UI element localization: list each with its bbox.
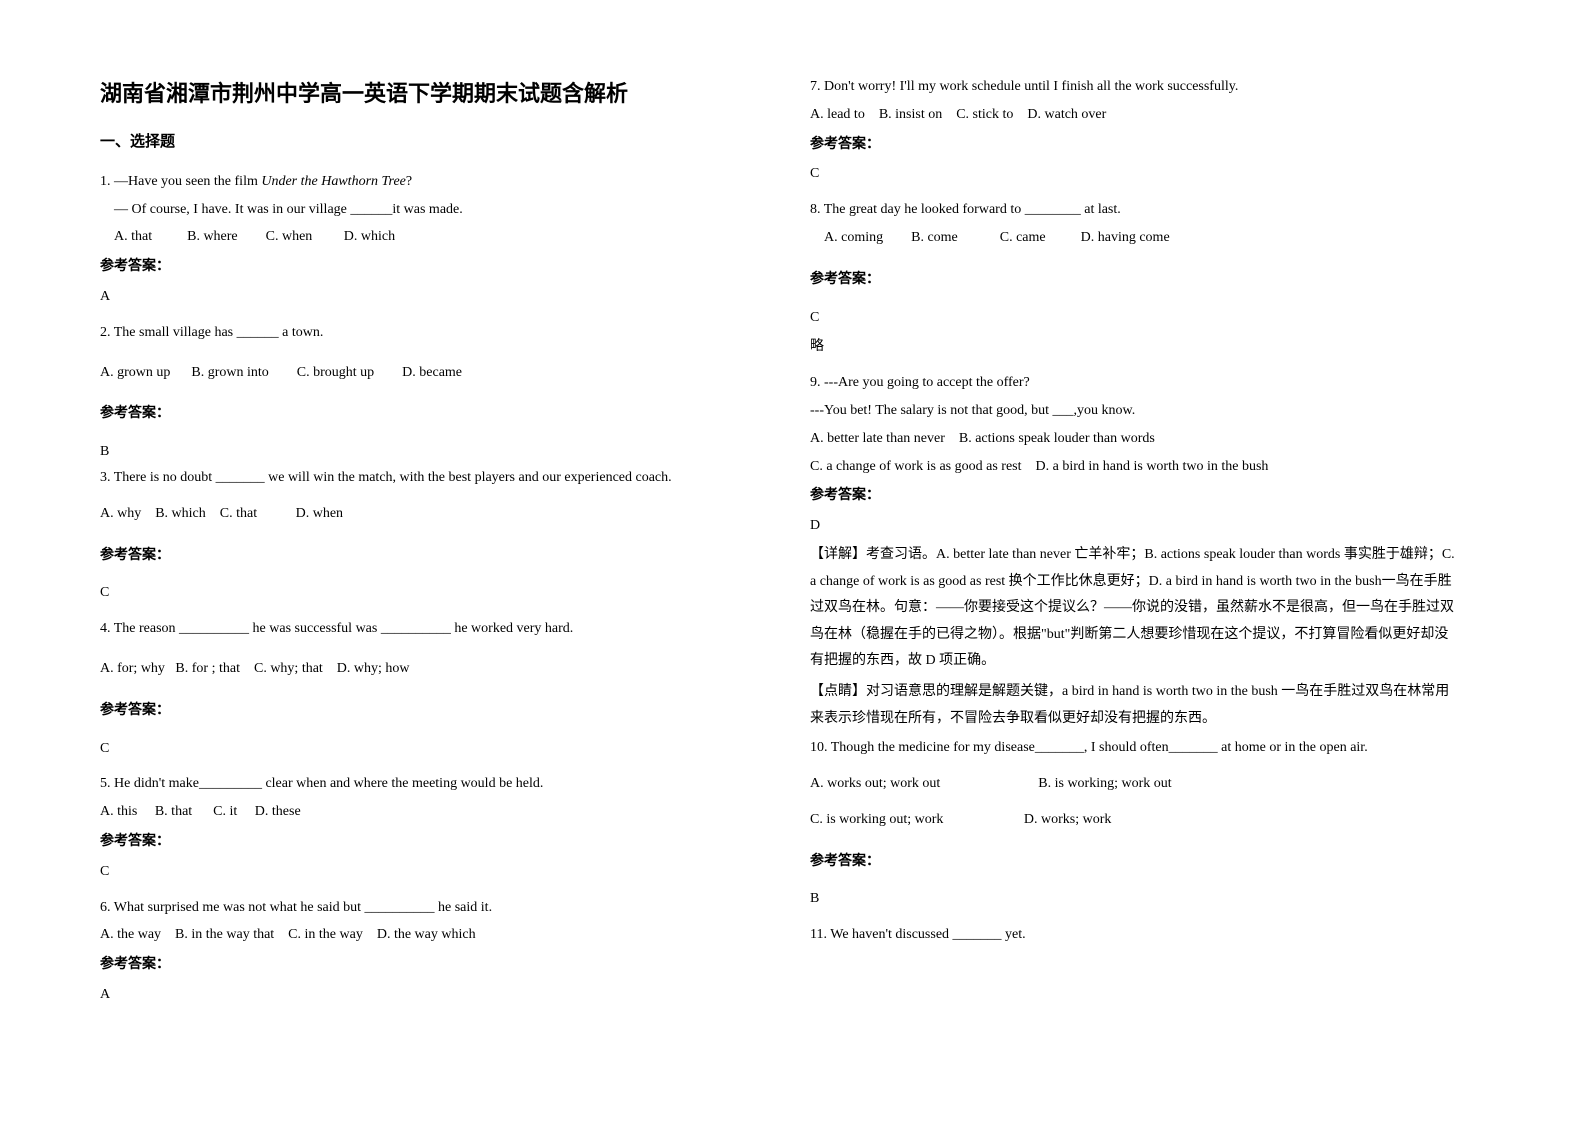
q3-options: A. why B. which C. that D. when: [100, 502, 750, 526]
answer-label: 参考答案：: [100, 255, 750, 279]
answer-label: 参考答案：: [100, 699, 750, 723]
q1-answer: A: [100, 285, 750, 309]
q1-line2: — Of course, I have. It was in our villa…: [114, 198, 750, 222]
answer-label: 参考答案：: [810, 268, 1460, 292]
question-6: 6. What surprised me was not what he sai…: [100, 896, 750, 920]
q3-answer: C: [100, 581, 750, 605]
q9-explanation-b: 【点睛】对习语意思的理解是解题关键，a bird in hand is wort…: [810, 679, 1460, 732]
answer-label: 参考答案：: [810, 850, 1460, 874]
answer-label: 参考答案：: [100, 953, 750, 977]
q5-answer: C: [100, 860, 750, 884]
question-11: 11. We haven't discussed _______ yet.: [810, 923, 1460, 947]
q9-answer: D: [810, 514, 1460, 538]
question-5: 5. He didn't make_________ clear when an…: [100, 772, 750, 796]
q1-italic: Under the Hawthorn Tree: [261, 174, 406, 189]
question-8: 8. The great day he looked forward to __…: [810, 198, 1460, 222]
q4-options: A. for; why B. for ; that C. why; that D…: [100, 657, 750, 681]
q7-answer: C: [810, 162, 1460, 186]
section-heading: 一、选择题: [100, 130, 750, 156]
q6-options: A. the way B. in the way that C. in the …: [100, 923, 750, 947]
page-title: 湖南省湘潭市荆州中学高一英语下学期期末试题含解析: [100, 75, 750, 112]
q10-options-1: A. works out; work out B. is working; wo…: [810, 772, 1460, 796]
q10-answer: B: [810, 887, 1460, 911]
q1-text-a: 1. —Have you seen the film: [100, 174, 261, 189]
answer-label: 参考答案：: [100, 544, 750, 568]
q9-options-2: C. a change of work is as good as rest D…: [810, 455, 1460, 479]
question-7: 7. Don't worry! I'll my work schedule un…: [810, 75, 1460, 99]
q8-options: A. coming B. come C. came D. having come: [824, 226, 1460, 250]
q1-text-b: ?: [406, 174, 412, 189]
q2-answer: B: [100, 440, 750, 464]
answer-label: 参考答案：: [810, 484, 1460, 508]
q8-answer: C: [810, 306, 1460, 330]
question-9-a: 9. ---Are you going to accept the offer?: [810, 371, 1460, 395]
question-1: 1. —Have you seen the film Under the Haw…: [100, 170, 750, 194]
question-10: 10. Though the medicine for my disease__…: [810, 736, 1460, 760]
answer-label: 参考答案：: [100, 830, 750, 854]
answer-label: 参考答案：: [810, 133, 1460, 157]
question-2: 2. The small village has ______ a town.: [100, 321, 750, 345]
answer-label: 参考答案：: [100, 402, 750, 426]
q9-options-1: A. better late than never B. actions spe…: [810, 427, 1460, 451]
q1-options: A. that B. where C. when D. which: [114, 225, 750, 249]
question-9-b: ---You bet! The salary is not that good,…: [810, 399, 1460, 423]
q6-answer: A: [100, 983, 750, 1007]
q4-answer: C: [100, 737, 750, 761]
question-4: 4. The reason __________ he was successf…: [100, 617, 750, 641]
q7-options: A. lead to B. insist on C. stick to D. w…: [810, 103, 1460, 127]
q10-options-2: C. is working out; work D. works; work: [810, 808, 1460, 832]
question-3: 3. There is no doubt _______ we will win…: [100, 466, 750, 490]
q8-answer-note: 略: [810, 335, 1460, 359]
q2-options: A. grown up B. grown into C. brought up …: [100, 361, 750, 385]
q9-explanation-a: 【详解】考查习语。A. better late than never 亡羊补牢；…: [810, 542, 1460, 675]
q5-options: A. this B. that C. it D. these: [100, 800, 750, 824]
